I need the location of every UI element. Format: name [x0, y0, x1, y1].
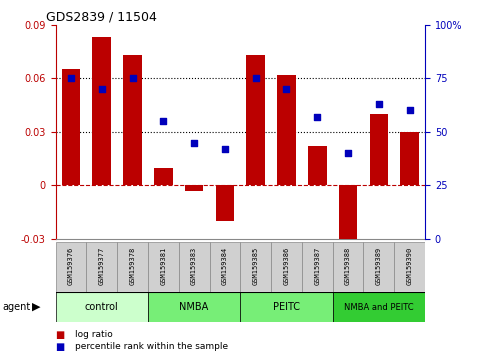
Text: control: control: [85, 302, 119, 312]
Text: GSM159377: GSM159377: [99, 247, 105, 285]
Bar: [210, 242, 240, 292]
Point: [283, 86, 290, 92]
Text: GSM159376: GSM159376: [68, 247, 74, 285]
Point: [406, 108, 413, 113]
Point: [221, 146, 229, 152]
Text: NMBA: NMBA: [180, 302, 209, 312]
Bar: [215, 185, 234, 221]
Point: [98, 86, 106, 92]
Bar: [400, 132, 419, 185]
Bar: [246, 55, 265, 185]
Text: GSM159389: GSM159389: [376, 247, 382, 285]
Text: agent: agent: [2, 302, 30, 312]
Text: GSM159386: GSM159386: [284, 247, 289, 285]
Bar: [277, 75, 296, 185]
Text: GSM159384: GSM159384: [222, 247, 228, 285]
Text: PEITC: PEITC: [273, 302, 300, 312]
Point: [128, 75, 136, 81]
Point: [313, 114, 321, 120]
Point: [252, 75, 259, 81]
Text: percentile rank within the sample: percentile rank within the sample: [75, 342, 228, 352]
Bar: [56, 292, 148, 322]
Bar: [117, 242, 148, 292]
Bar: [62, 69, 80, 185]
Bar: [240, 242, 271, 292]
Text: GSM159381: GSM159381: [160, 247, 166, 285]
Bar: [302, 242, 333, 292]
Text: GSM159390: GSM159390: [407, 247, 412, 285]
Bar: [271, 242, 302, 292]
Bar: [179, 242, 210, 292]
Bar: [308, 146, 327, 185]
Bar: [240, 292, 333, 322]
Text: GSM159388: GSM159388: [345, 247, 351, 285]
Bar: [333, 292, 425, 322]
Bar: [56, 242, 86, 292]
Text: GDS2839 / 11504: GDS2839 / 11504: [46, 11, 157, 24]
Bar: [185, 185, 203, 191]
Text: ▶: ▶: [32, 302, 41, 312]
Text: ■: ■: [56, 330, 65, 339]
Bar: [364, 242, 394, 292]
Point: [67, 75, 75, 81]
Bar: [123, 55, 142, 185]
Text: GSM159385: GSM159385: [253, 247, 259, 285]
Text: GSM159378: GSM159378: [129, 247, 136, 285]
Bar: [369, 114, 388, 185]
Bar: [148, 242, 179, 292]
Text: ■: ■: [56, 342, 65, 352]
Point: [375, 101, 383, 107]
Text: NMBA and PEITC: NMBA and PEITC: [344, 303, 413, 312]
Bar: [333, 242, 364, 292]
Text: log ratio: log ratio: [75, 330, 113, 339]
Point: [190, 140, 198, 145]
Text: GSM159383: GSM159383: [191, 247, 197, 285]
Bar: [92, 37, 111, 185]
Bar: [339, 185, 357, 239]
Bar: [154, 167, 172, 185]
Bar: [394, 242, 425, 292]
Text: GSM159387: GSM159387: [314, 247, 320, 285]
Point: [344, 150, 352, 156]
Bar: [148, 292, 241, 322]
Bar: [86, 242, 117, 292]
Point: [159, 118, 167, 124]
